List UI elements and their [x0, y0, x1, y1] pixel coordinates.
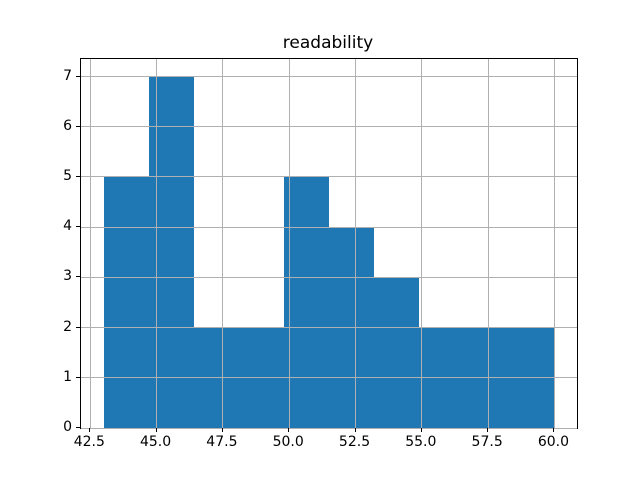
- gridline-vertical: [487, 59, 489, 428]
- plot-area: [80, 58, 578, 429]
- gridline-horizontal: [81, 126, 577, 128]
- y-tick: [76, 125, 80, 127]
- x-tick-label: 45.0: [139, 434, 172, 450]
- gridline-vertical: [553, 59, 555, 428]
- x-tick-label: 57.5: [471, 434, 503, 450]
- x-tick: [420, 428, 422, 432]
- x-tick: [354, 428, 356, 432]
- gridline-vertical: [222, 59, 224, 428]
- x-tick: [155, 428, 157, 432]
- x-tick-label: 60.0: [537, 434, 570, 450]
- y-tick: [76, 427, 80, 428]
- gridline-horizontal: [81, 276, 577, 278]
- y-tick-label: 1: [63, 368, 72, 385]
- y-tick: [76, 75, 80, 77]
- histogram-bar: [283, 176, 329, 428]
- gridline-horizontal: [81, 226, 577, 228]
- y-tick-label: 7: [63, 67, 72, 84]
- gridline-vertical: [156, 59, 158, 428]
- x-tick-label: 47.5: [206, 434, 238, 450]
- gridline-horizontal: [81, 76, 577, 78]
- y-tick: [76, 376, 80, 378]
- y-tick-label: 2: [63, 318, 72, 335]
- gridline-horizontal: [81, 377, 577, 379]
- y-tick-label: 0: [63, 419, 72, 435]
- x-tick-label: 42.5: [73, 434, 105, 450]
- gridline-horizontal: [81, 427, 577, 429]
- x-tick: [553, 428, 555, 432]
- x-tick: [89, 428, 91, 432]
- histogram-bar: [374, 277, 420, 428]
- gridline-horizontal: [81, 327, 577, 329]
- y-tick: [76, 326, 80, 328]
- x-tick-label: 50.0: [272, 434, 304, 450]
- y-tick-label: 5: [63, 167, 72, 184]
- x-tick: [487, 428, 489, 432]
- x-tick: [288, 428, 290, 432]
- gridline-vertical: [421, 59, 423, 428]
- histogram-bar: [103, 176, 149, 428]
- y-tick: [76, 276, 80, 278]
- chart-title: readability: [282, 33, 374, 53]
- y-tick: [76, 175, 80, 177]
- gridline-horizontal: [81, 176, 577, 178]
- gridline-vertical: [89, 59, 91, 428]
- x-tick: [221, 428, 223, 432]
- y-tick: [76, 226, 80, 228]
- y-tick-label: 4: [63, 218, 72, 235]
- x-tick-label: 52.5: [338, 434, 371, 450]
- y-tick-label: 3: [63, 268, 72, 285]
- gridline-vertical: [288, 59, 290, 428]
- x-tick-label: 55.0: [405, 434, 437, 450]
- y-tick-label: 6: [63, 117, 72, 134]
- gridline-vertical: [355, 59, 357, 428]
